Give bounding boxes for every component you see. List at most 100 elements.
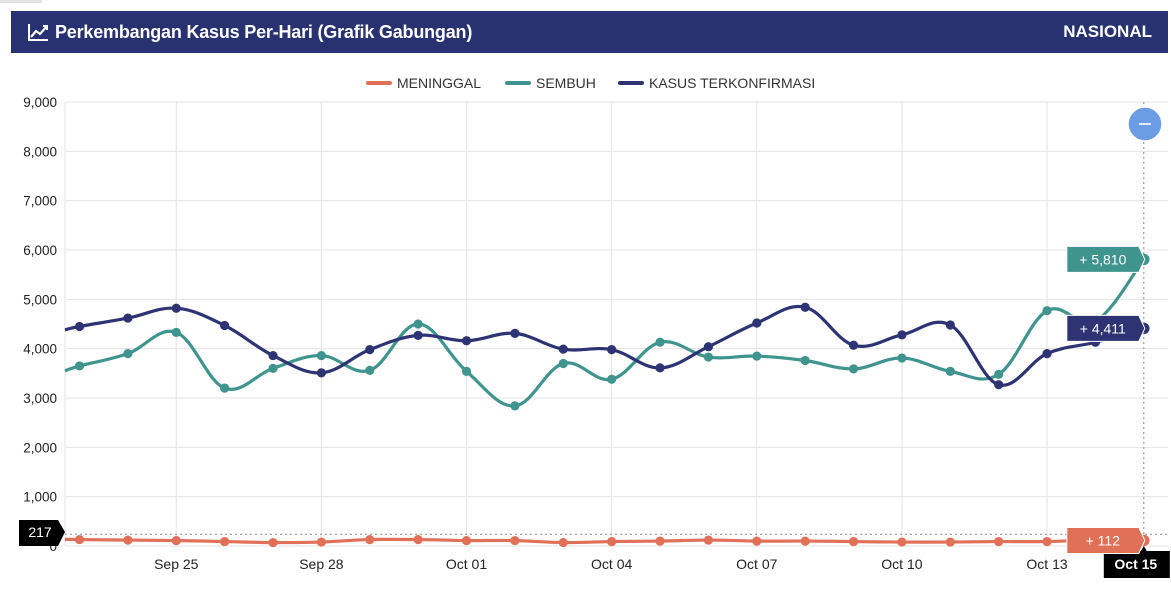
y-crosshair-label: 217	[19, 520, 65, 546]
x-tick-label: Oct 04	[591, 556, 632, 572]
data-point-kasus	[365, 345, 375, 355]
data-point-meninggal	[461, 535, 472, 546]
data-point-sembuh	[848, 364, 859, 374]
data-point-sembuh	[994, 369, 1004, 379]
value-tooltip-sembuh: + 5,810	[1066, 245, 1146, 273]
data-point-sembuh	[607, 374, 617, 384]
x-crosshair-value: Oct 15	[1114, 556, 1157, 572]
data-point-kasus	[171, 303, 181, 313]
tooltip-layer: 217 Oct 15 + 5,810 + 4,411 + 112	[19, 102, 1170, 578]
y-tick-label: 9,000	[23, 95, 57, 110]
value-tooltip-box-meninggal	[1066, 526, 1146, 554]
y-tick-label: 6,000	[23, 243, 57, 258]
x-crosshair-box	[1103, 546, 1170, 578]
data-point-sembuh	[316, 350, 326, 361]
page-title: Perkembangan Kasus Per-Hari (Grafik Gabu…	[55, 21, 473, 42]
y-tick-label: 7,000	[23, 194, 57, 209]
data-point-meninggal	[74, 534, 85, 545]
chart-header: Perkembangan Kasus Per-Hari (Grafik Gabu…	[11, 11, 1168, 53]
data-point-sembuh	[703, 352, 714, 362]
data-point-kasus	[268, 350, 278, 361]
data-point-sembuh	[220, 383, 230, 393]
value-tooltip-kasus: + 4,411	[1066, 314, 1146, 342]
x-tick-label: Sep 28	[299, 556, 344, 572]
data-point-kasus	[413, 330, 423, 340]
y-tick-label: 4,000	[23, 342, 57, 357]
x-tick-label: Oct 07	[736, 556, 777, 572]
top-edge-mark	[0, 0, 42, 3]
y-axis-labels: 9,000 8,000 7,000 6,000 5,000 4,000 3,000 2,000…	[23, 95, 57, 554]
x-crosshair-label: Oct 15	[1103, 546, 1170, 578]
chart-grid	[64, 101, 1168, 547]
data-point-meninggal	[220, 536, 230, 547]
data-point-kasus	[123, 313, 133, 323]
data-point-meninggal	[945, 537, 955, 547]
data-point-meninggal	[897, 537, 907, 547]
data-point-kasus	[558, 344, 568, 354]
data-point-meninggal	[703, 535, 714, 545]
data-point-kasus	[220, 320, 230, 331]
y-crosshair-box	[19, 520, 65, 546]
data-point-sembuh	[897, 353, 907, 363]
data-point-kasus	[655, 363, 665, 373]
data-point-kasus	[994, 380, 1004, 390]
data-point-kasus	[510, 328, 520, 338]
x-tick-label: Oct 10	[881, 556, 922, 572]
x-tick-label: Oct 01	[446, 556, 487, 572]
data-point-sembuh	[413, 319, 423, 329]
data-point-meninggal	[316, 537, 326, 547]
data-point-sembuh	[752, 351, 762, 361]
data-point-sembuh	[171, 327, 181, 337]
data-point-sembuh	[123, 349, 133, 359]
legend-item-sembuh[interactable]: SEMBUH	[505, 75, 596, 91]
data-point-sembuh	[461, 366, 472, 376]
legend-item-kasus[interactable]: KASUS TERKONFIRMASI	[618, 75, 815, 91]
data-point-meninggal	[413, 534, 423, 545]
data-point-kasus	[316, 368, 326, 378]
data-point-meninggal	[365, 534, 375, 545]
value-tooltip-text-sembuh: + 5,810	[1079, 251, 1126, 267]
chart-legend: MENINGGAL SEMBUH KASUS TERKONFIRMASI	[366, 75, 815, 91]
data-point-sembuh	[74, 361, 85, 371]
data-point-meninggal	[848, 536, 859, 547]
data-point-meninggal	[510, 535, 520, 546]
zoom-out-button[interactable]	[1127, 106, 1163, 142]
data-point-sembuh	[365, 365, 375, 375]
data-point-meninggal	[607, 536, 617, 547]
data-point-kasus	[752, 318, 762, 328]
data-point-sembuh	[1042, 306, 1052, 316]
x-axis-labels: Sep 25 Sep 28 Oct 01 Oct 04 Oct 07 Oct 10 Oct …	[154, 556, 1068, 572]
y-tick-label: 1,000	[23, 490, 57, 505]
series-line-kasus	[64, 304, 1145, 387]
line-chart-icon	[27, 21, 49, 43]
data-point-sembuh	[945, 366, 955, 376]
legend-item-meninggal[interactable]: MENINGGAL	[366, 75, 481, 91]
data-point-meninggal	[268, 537, 278, 548]
data-point-meninggal	[558, 537, 568, 548]
data-point-kasus	[74, 321, 85, 332]
y-crosshair-value: 217	[28, 524, 52, 540]
legend-label-sembuh: SEMBUH	[536, 75, 596, 91]
value-tooltip-box-kasus	[1066, 314, 1146, 342]
data-point-sembuh	[655, 337, 665, 347]
value-tooltip-box-sembuh	[1066, 245, 1146, 273]
value-tooltip-text-kasus: + 4,411	[1080, 320, 1126, 336]
series-points	[74, 252, 1152, 548]
data-point-kasus	[1042, 349, 1052, 359]
data-point-meninggal	[994, 536, 1004, 547]
data-point-kasus	[461, 336, 472, 346]
legend-label-meninggal: MENINGGAL	[397, 75, 481, 91]
x-tick-label: Oct 13	[1026, 556, 1067, 572]
data-point-meninggal	[752, 536, 762, 546]
data-point-meninggal	[655, 536, 665, 546]
legend-label-kasus: KASUS TERKONFIRMASI	[649, 75, 815, 91]
value-tooltip-text-meninggal: + 112	[1086, 532, 1121, 548]
data-point-kasus	[848, 340, 859, 350]
data-point-meninggal	[800, 536, 810, 546]
data-point-sembuh	[268, 363, 278, 373]
data-point-meninggal	[1042, 536, 1052, 547]
y-tick-label: 0	[49, 539, 57, 554]
data-point-meninggal	[123, 535, 133, 545]
region-label: NASIONAL	[1063, 22, 1152, 41]
